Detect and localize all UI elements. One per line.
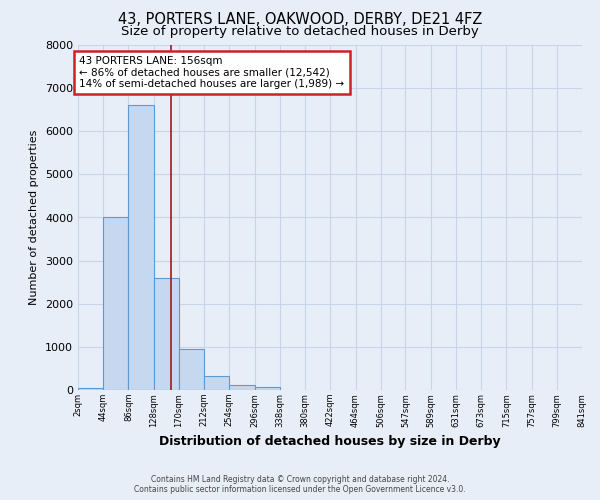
Bar — [229, 385, 254, 390]
Text: Contains HM Land Registry data © Crown copyright and database right 2024.
Contai: Contains HM Land Registry data © Crown c… — [134, 474, 466, 494]
Bar — [179, 349, 204, 390]
Bar — [254, 386, 280, 390]
Y-axis label: Number of detached properties: Number of detached properties — [29, 130, 40, 305]
X-axis label: Distribution of detached houses by size in Derby: Distribution of detached houses by size … — [159, 435, 501, 448]
Text: 43, PORTERS LANE, OAKWOOD, DERBY, DE21 4FZ: 43, PORTERS LANE, OAKWOOD, DERBY, DE21 4… — [118, 12, 482, 28]
Bar — [204, 376, 229, 390]
Text: 43 PORTERS LANE: 156sqm
← 86% of detached houses are smaller (12,542)
14% of sem: 43 PORTERS LANE: 156sqm ← 86% of detache… — [79, 56, 344, 89]
Text: Size of property relative to detached houses in Derby: Size of property relative to detached ho… — [121, 25, 479, 38]
Bar — [78, 388, 103, 390]
Bar — [154, 278, 179, 390]
Bar — [128, 106, 154, 390]
Bar — [103, 218, 128, 390]
